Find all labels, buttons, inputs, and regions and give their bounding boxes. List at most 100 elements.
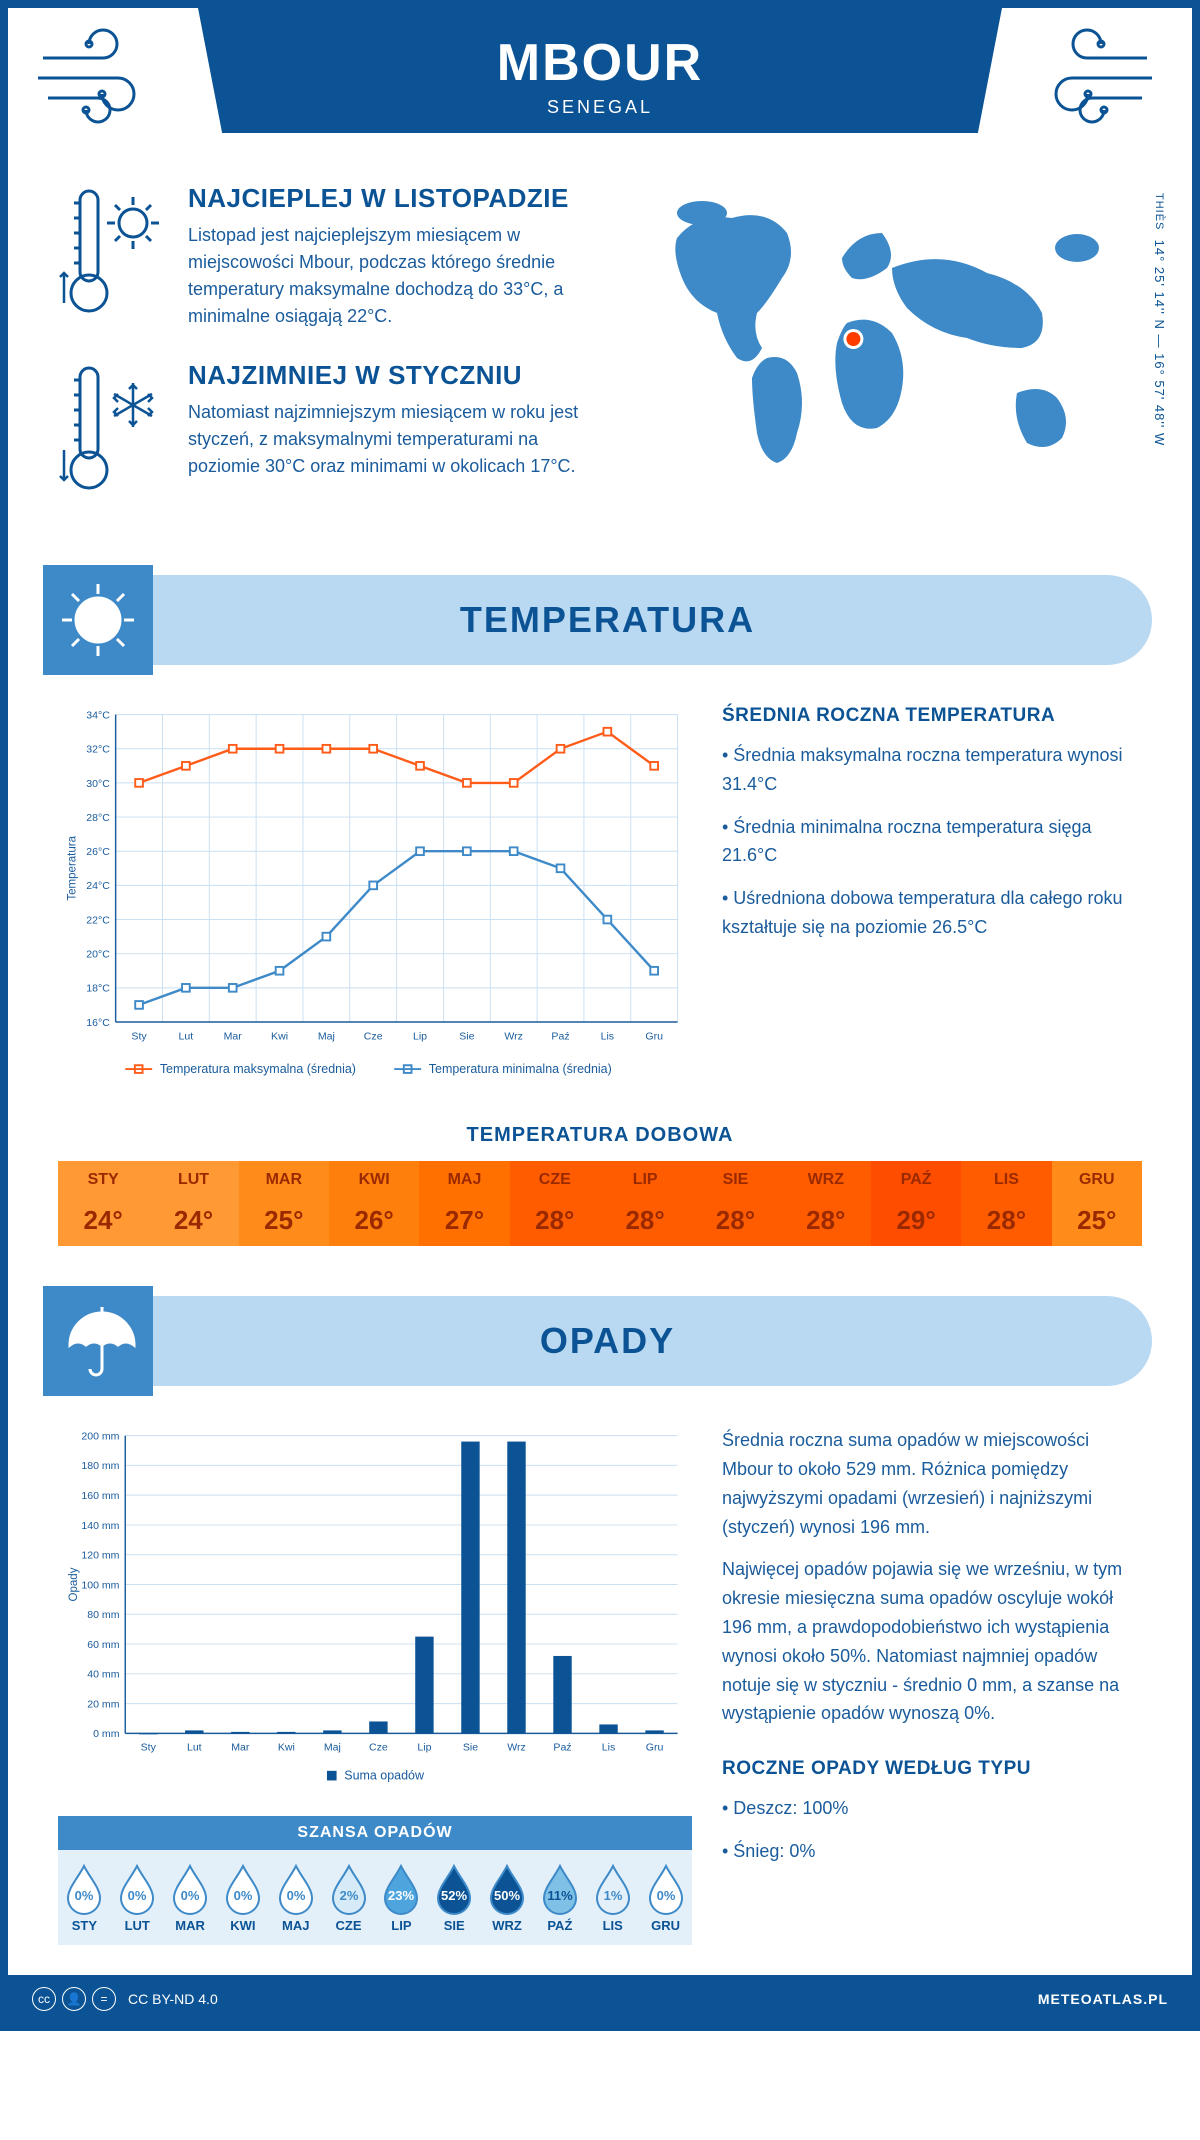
- svg-text:160 mm: 160 mm: [81, 1490, 119, 1502]
- svg-text:0%: 0%: [233, 1888, 252, 1903]
- temp-cell: WRZ28°: [781, 1161, 871, 1246]
- svg-text:200 mm: 200 mm: [81, 1431, 119, 1443]
- svg-text:Lip: Lip: [417, 1742, 431, 1754]
- rain-drop: 0%MAJ: [269, 1850, 322, 1945]
- svg-text:Gru: Gru: [645, 1030, 663, 1042]
- intro-section: NAJCIEPLEJ W LISTOPADZIE Listopad jest n…: [8, 153, 1192, 565]
- rain-drop: 11%PAŹ: [533, 1850, 586, 1945]
- svg-text:24°C: 24°C: [86, 880, 110, 892]
- temp-cell: CZE28°: [510, 1161, 600, 1246]
- svg-text:40 mm: 40 mm: [87, 1669, 119, 1681]
- svg-text:Lut: Lut: [179, 1030, 194, 1042]
- header-banner: MBOUR SENEGAL: [198, 8, 1002, 133]
- svg-text:Lis: Lis: [602, 1742, 615, 1754]
- world-map-svg: [622, 183, 1142, 483]
- temp-cell: PAŹ29°: [871, 1161, 961, 1246]
- rain-chance-block: SZANSA OPADÓW 0%STY0%LUT0%MAR0%KWI0%MAJ2…: [58, 1816, 692, 1945]
- svg-text:28°C: 28°C: [86, 812, 110, 824]
- svg-text:Kwi: Kwi: [271, 1030, 288, 1042]
- svg-text:16°C: 16°C: [86, 1017, 110, 1029]
- svg-text:Mar: Mar: [231, 1742, 250, 1754]
- header: MBOUR SENEGAL: [8, 8, 1192, 153]
- coldest-title: NAJZIMNIEJ W STYCZNIU: [188, 360, 592, 391]
- svg-text:Wrz: Wrz: [504, 1030, 523, 1042]
- rain-drop: 23%LIP: [375, 1850, 428, 1945]
- svg-text:22°C: 22°C: [86, 914, 110, 926]
- temp-cell: LIS28°: [961, 1161, 1051, 1246]
- svg-text:52%: 52%: [441, 1888, 467, 1903]
- rain-drop: 0%GRU: [639, 1850, 692, 1945]
- rain-drop: 52%SIE: [428, 1850, 481, 1945]
- svg-text:1%: 1%: [603, 1888, 622, 1903]
- svg-text:180 mm: 180 mm: [81, 1460, 119, 1472]
- temperature-line-chart: 16°C18°C20°C22°C24°C26°C28°C30°C32°C34°C…: [58, 705, 692, 1089]
- svg-text:80 mm: 80 mm: [87, 1609, 119, 1621]
- svg-text:34°C: 34°C: [86, 709, 110, 721]
- coldest-text: Natomiast najzimniejszym miesiącem w rok…: [188, 399, 592, 480]
- svg-text:0%: 0%: [286, 1888, 305, 1903]
- coordinates: THIÈS 14° 25' 14'' N — 16° 57' 48'' W: [1152, 193, 1167, 446]
- svg-text:60 mm: 60 mm: [87, 1639, 119, 1651]
- wind-icon: [8, 8, 208, 153]
- svg-text:Sty: Sty: [131, 1030, 147, 1042]
- temp-bullet: • Średnia maksymalna roczna temperatura …: [722, 741, 1142, 799]
- thermometer-sun-icon: [58, 183, 168, 330]
- svg-text:100 mm: 100 mm: [81, 1580, 119, 1592]
- svg-text:Gru: Gru: [646, 1742, 664, 1754]
- rain-drop: 0%LUT: [111, 1850, 164, 1945]
- rain-chance-title: SZANSA OPADÓW: [58, 1816, 692, 1850]
- temperature-chart-section: 16°C18°C20°C22°C24°C26°C28°C30°C32°C34°C…: [8, 675, 1192, 1124]
- temp-cell: GRU25°: [1052, 1161, 1142, 1246]
- svg-text:140 mm: 140 mm: [81, 1520, 119, 1532]
- svg-text:0%: 0%: [75, 1888, 94, 1903]
- sun-icon: [43, 565, 153, 675]
- hottest-text: Listopad jest najcieplejszym miesiącem w…: [188, 222, 592, 330]
- svg-text:Cze: Cze: [364, 1030, 383, 1042]
- umbrella-icon: [43, 1286, 153, 1396]
- site-name: METEOATLAS.PL: [1038, 1991, 1168, 2007]
- svg-text:Lis: Lis: [601, 1030, 614, 1042]
- svg-text:Sie: Sie: [463, 1742, 478, 1754]
- svg-text:Suma opadów: Suma opadów: [344, 1769, 425, 1783]
- svg-text:0%: 0%: [181, 1888, 200, 1903]
- svg-text:Maj: Maj: [324, 1742, 341, 1754]
- svg-text:Kwi: Kwi: [278, 1742, 295, 1754]
- temp-cell: STY24°: [58, 1161, 148, 1246]
- svg-text:Sty: Sty: [141, 1742, 157, 1754]
- svg-text:11%: 11%: [547, 1888, 573, 1903]
- temperature-summary: ŚREDNIA ROCZNA TEMPERATURA • Średnia mak…: [722, 705, 1142, 1094]
- svg-text:30°C: 30°C: [86, 778, 110, 790]
- cc-icon: cc: [32, 1987, 56, 2011]
- precipitation-summary: Średnia roczna suma opadów w miejscowośc…: [722, 1426, 1142, 1945]
- temp-cell: LUT24°: [148, 1161, 238, 1246]
- svg-text:0 mm: 0 mm: [93, 1728, 120, 1740]
- svg-text:Cze: Cze: [369, 1742, 388, 1754]
- rain-drop: 1%LIS: [586, 1850, 639, 1945]
- precip-type-title: ROCZNE OPADY WEDŁUG TYPU: [722, 1758, 1142, 1780]
- svg-text:Lip: Lip: [413, 1030, 427, 1042]
- svg-text:0%: 0%: [128, 1888, 147, 1903]
- precip-type-bullet: • Deszcz: 100%: [722, 1794, 1142, 1823]
- wind-icon: [992, 8, 1192, 153]
- svg-text:Lut: Lut: [187, 1742, 202, 1754]
- temp-side-title: ŚREDNIA ROCZNA TEMPERATURA: [722, 705, 1142, 727]
- temperature-title: TEMPERATURA: [183, 599, 1152, 641]
- svg-text:Opady: Opady: [68, 1568, 80, 1602]
- daily-temperature-strip: TEMPERATURA DOBOWA STY24°LUT24°MAR25°KWI…: [8, 1124, 1192, 1286]
- svg-text:Paź: Paź: [553, 1742, 571, 1754]
- temperature-banner: TEMPERATURA: [48, 575, 1152, 665]
- svg-text:Wrz: Wrz: [507, 1742, 526, 1754]
- svg-text:Temperatura maksymalna (średni: Temperatura maksymalna (średnia): [160, 1062, 356, 1076]
- precipitation-banner: OPADY: [48, 1296, 1152, 1386]
- svg-text:26°C: 26°C: [86, 846, 110, 858]
- footer: cc 👤 = CC BY-ND 4.0 METEOATLAS.PL: [8, 1975, 1192, 2023]
- temp-cell: MAJ27°: [419, 1161, 509, 1246]
- svg-text:Temperatura: Temperatura: [66, 835, 78, 900]
- svg-text:23%: 23%: [388, 1888, 414, 1903]
- precipitation-bar-chart: 0 mm20 mm40 mm60 mm80 mm100 mm120 mm140 …: [58, 1426, 692, 1791]
- svg-text:0%: 0%: [656, 1888, 675, 1903]
- temp-bullet: • Średnia minimalna roczna temperatura s…: [722, 813, 1142, 871]
- rain-drop: 2%CZE: [322, 1850, 375, 1945]
- world-map: THIÈS 14° 25' 14'' N — 16° 57' 48'' W: [622, 183, 1142, 535]
- hottest-block: NAJCIEPLEJ W LISTOPADZIE Listopad jest n…: [58, 183, 592, 330]
